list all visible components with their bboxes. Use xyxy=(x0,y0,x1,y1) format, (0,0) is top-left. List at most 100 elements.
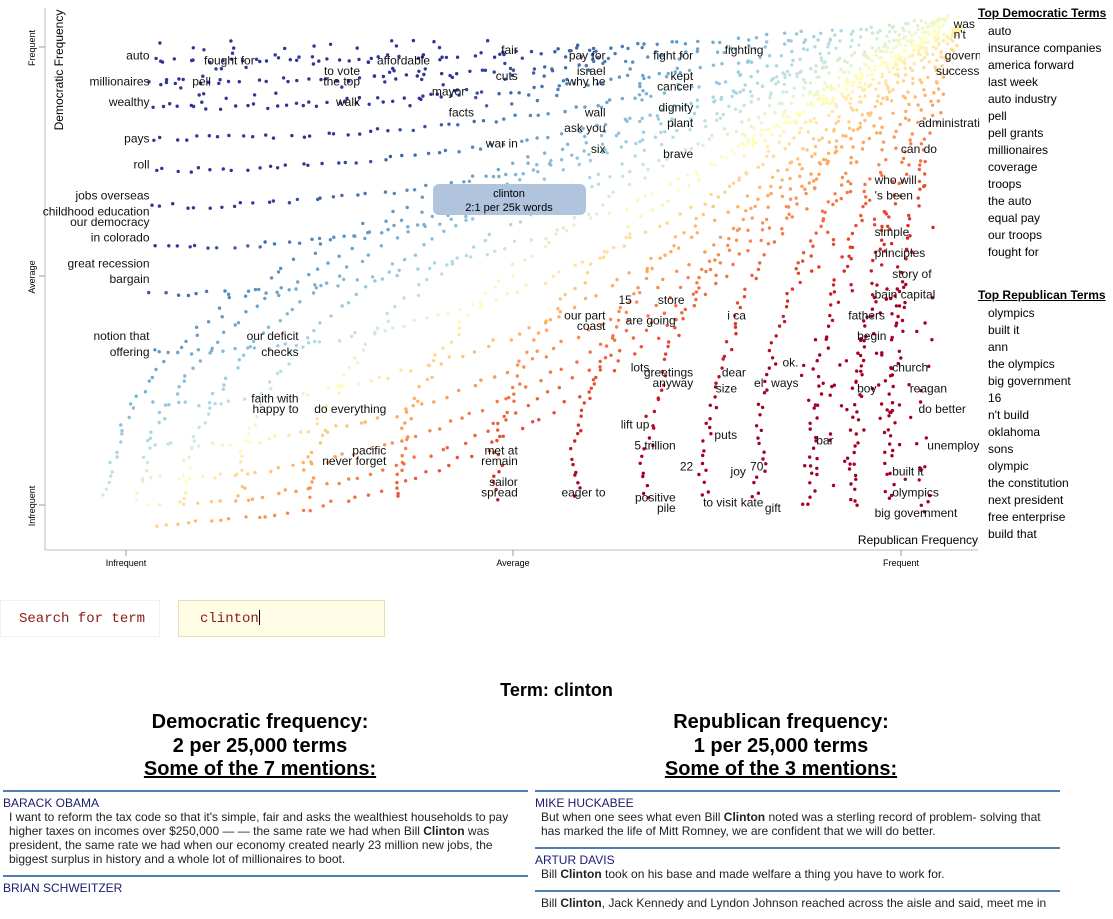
term-point[interactable] xyxy=(599,105,604,110)
term-point[interactable] xyxy=(861,204,865,209)
term-point[interactable] xyxy=(337,391,341,395)
term-point[interactable] xyxy=(515,374,519,378)
term-point[interactable] xyxy=(325,403,329,408)
term-point[interactable] xyxy=(813,144,818,149)
term-point[interactable] xyxy=(494,298,499,302)
term-point[interactable] xyxy=(900,280,905,284)
term-point[interactable] xyxy=(716,253,721,257)
term-point[interactable] xyxy=(910,41,914,45)
term-point[interactable] xyxy=(827,113,831,118)
term-point[interactable] xyxy=(421,53,426,57)
term-point[interactable] xyxy=(870,281,874,286)
term-point[interactable] xyxy=(653,135,658,139)
term-point[interactable] xyxy=(919,19,924,23)
term-label[interactable]: are going xyxy=(626,314,676,328)
side-term-item[interactable]: america forward xyxy=(988,58,1075,72)
term-point[interactable] xyxy=(423,224,427,229)
term-point[interactable] xyxy=(364,285,368,289)
term-point[interactable] xyxy=(864,63,868,67)
term-point[interactable] xyxy=(565,77,569,82)
term-point[interactable] xyxy=(659,130,663,135)
term-point[interactable] xyxy=(826,151,831,155)
term-point[interactable] xyxy=(774,64,779,68)
term-point[interactable] xyxy=(620,162,624,166)
term-point[interactable] xyxy=(318,196,322,200)
side-term-item[interactable]: our troops xyxy=(988,228,1043,242)
term-point[interactable] xyxy=(665,323,669,328)
term-point[interactable] xyxy=(306,341,311,345)
term-point[interactable] xyxy=(870,73,874,77)
term-point[interactable] xyxy=(713,218,717,222)
term-point[interactable] xyxy=(227,295,231,300)
term-point[interactable] xyxy=(473,433,477,438)
term-point[interactable] xyxy=(781,114,785,119)
term-point[interactable] xyxy=(192,439,196,443)
term-point[interactable] xyxy=(794,32,799,36)
term-point[interactable] xyxy=(862,189,866,194)
term-point[interactable] xyxy=(604,344,609,348)
term-point[interactable] xyxy=(430,237,434,241)
term-point[interactable] xyxy=(849,482,853,486)
term-point[interactable] xyxy=(403,479,408,483)
term-point[interactable] xyxy=(276,344,280,348)
term-point[interactable] xyxy=(762,253,766,257)
term-point[interactable] xyxy=(800,167,804,171)
term-point[interactable] xyxy=(773,110,777,115)
term-point[interactable] xyxy=(828,432,833,436)
term-point[interactable] xyxy=(176,392,180,396)
term-point[interactable] xyxy=(159,59,163,63)
term-point[interactable] xyxy=(820,66,825,70)
term-point[interactable] xyxy=(878,49,882,53)
term-point[interactable] xyxy=(177,400,181,405)
term-point[interactable] xyxy=(748,239,753,243)
term-point[interactable] xyxy=(596,55,600,60)
term-point[interactable] xyxy=(492,55,497,59)
term-point[interactable] xyxy=(535,397,540,401)
term-point[interactable] xyxy=(874,351,879,355)
term-point[interactable] xyxy=(327,131,331,135)
term-point[interactable] xyxy=(512,399,516,403)
term-point[interactable] xyxy=(518,178,522,182)
term-point[interactable] xyxy=(526,161,530,165)
term-label[interactable]: affordable xyxy=(377,54,430,68)
term-point[interactable] xyxy=(251,201,255,205)
term-point[interactable] xyxy=(505,410,509,415)
term-point[interactable] xyxy=(834,199,839,203)
term-point[interactable] xyxy=(749,100,753,104)
term-point[interactable] xyxy=(695,98,699,102)
term-point[interactable] xyxy=(892,46,896,51)
term-point[interactable] xyxy=(695,231,699,235)
term-point[interactable] xyxy=(807,181,811,185)
side-term-item[interactable]: build that xyxy=(988,527,1037,541)
term-point[interactable] xyxy=(391,209,395,214)
term-point[interactable] xyxy=(688,127,692,132)
term-point[interactable] xyxy=(917,478,921,482)
term-point[interactable] xyxy=(872,217,877,221)
term-point[interactable] xyxy=(891,448,895,453)
term-point[interactable] xyxy=(252,346,257,350)
term-point[interactable] xyxy=(337,58,342,62)
term-point[interactable] xyxy=(955,43,959,48)
term-point[interactable] xyxy=(535,136,539,140)
term-point[interactable] xyxy=(873,68,877,73)
term-point[interactable] xyxy=(157,420,161,425)
term-point[interactable] xyxy=(675,66,679,71)
term-point[interactable] xyxy=(386,129,390,133)
term-point[interactable] xyxy=(462,180,466,184)
term-point[interactable] xyxy=(627,271,631,275)
term-point[interactable] xyxy=(294,287,298,291)
term-point[interactable] xyxy=(513,113,517,117)
term-point[interactable] xyxy=(833,192,837,196)
term-point[interactable] xyxy=(158,41,162,45)
term-point[interactable] xyxy=(588,158,593,163)
term-point[interactable] xyxy=(816,89,820,94)
term-point[interactable] xyxy=(678,212,682,216)
term-point[interactable] xyxy=(611,190,615,194)
term-point[interactable] xyxy=(848,44,853,49)
term-point[interactable] xyxy=(827,42,831,46)
term-point[interactable] xyxy=(560,147,565,152)
term-point[interactable] xyxy=(494,487,498,492)
term-point[interactable] xyxy=(662,357,667,361)
term-point[interactable] xyxy=(887,392,891,396)
term-point[interactable] xyxy=(795,72,799,76)
